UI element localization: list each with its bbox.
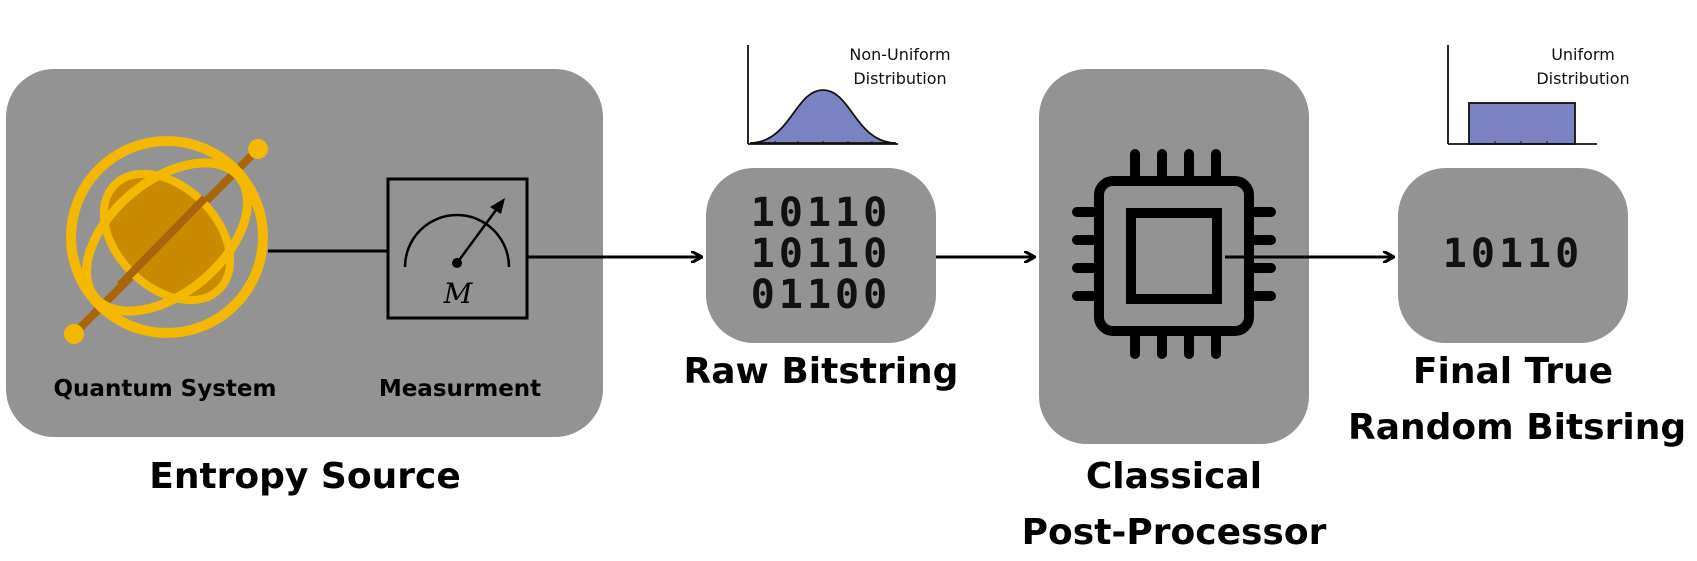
measurement-label: Measurment — [378, 376, 542, 402]
quantum-system-icon — [64, 136, 268, 344]
meter-symbol: M — [443, 277, 473, 310]
uniform-distribution-label-1: Uniform — [1551, 45, 1615, 64]
raw-bitstring-line-1: 10110 — [750, 190, 892, 236]
final-bitstring-box — [1398, 168, 1628, 343]
non-uniform-distribution-label-2: Distribution — [853, 69, 947, 88]
entropy-source-box — [6, 69, 603, 437]
uniform-distribution-label-2: Distribution — [1536, 69, 1630, 88]
non-uniform-distribution-label-1: Non-Uniform — [849, 45, 951, 64]
entropy-source-title: Entropy Source — [149, 456, 461, 497]
final-bitstring: 10110 — [1442, 231, 1584, 277]
uniform-distribution-plot — [1447, 45, 1597, 145]
quantum-system-label: Quantum System — [53, 376, 277, 402]
final-bitstring-title-1: Final True — [1412, 351, 1614, 392]
raw-bitstring-line-2: 10110 — [750, 231, 892, 277]
raw-bitstring-box — [706, 168, 936, 343]
raw-bitstring-title: Raw Bitstring — [683, 351, 959, 392]
post-processor-title-2: Post-Processor — [1021, 512, 1327, 553]
post-processor-title-1: Classical — [1085, 456, 1263, 497]
non-uniform-distribution-plot — [747, 45, 898, 145]
cpu-chip-icon — [1072, 149, 1276, 359]
final-bitstring-title-2: Random Bitsring — [1348, 407, 1687, 448]
post-processor-box — [1039, 69, 1309, 444]
raw-bitstring-line-3: 01100 — [750, 272, 892, 318]
measurement-meter-icon — [386, 177, 529, 320]
